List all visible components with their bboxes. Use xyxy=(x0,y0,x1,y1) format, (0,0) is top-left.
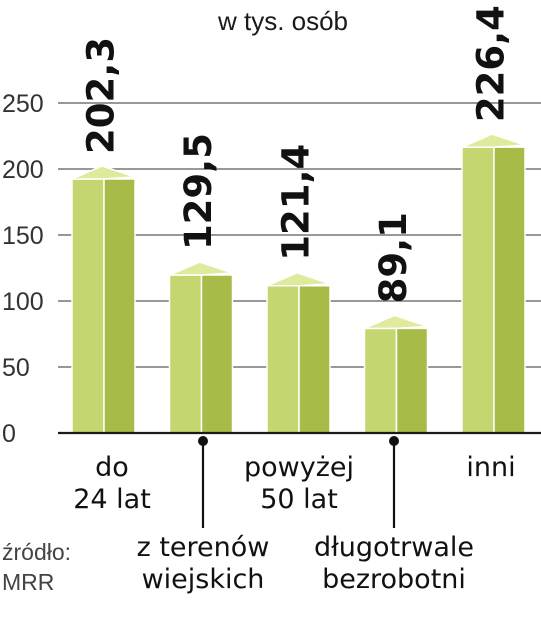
category-label: długotrwale xyxy=(314,532,474,563)
bar-side-face xyxy=(298,285,331,434)
y-axis-ticks: 0 50 100 150 200 250 xyxy=(2,90,44,448)
bar-top-face xyxy=(266,271,331,287)
bar-value-label: 129,5 xyxy=(177,133,220,250)
category-label: z terenów xyxy=(137,532,270,563)
y-tick-label: 150 xyxy=(2,222,44,250)
value-labels: 202,3 129,5 121,4 89,1 226,4 xyxy=(80,5,513,303)
category-label: 24 lat xyxy=(73,484,151,515)
category-label: powyżej xyxy=(244,452,354,483)
y-tick-label: 250 xyxy=(2,90,44,118)
bar xyxy=(71,165,136,434)
bar-front-face xyxy=(266,285,300,434)
bar xyxy=(363,314,429,434)
label-leaders xyxy=(198,436,399,528)
category-label: wiejskich xyxy=(142,564,265,595)
y-tick-label: 200 xyxy=(2,156,44,184)
bar-top-face xyxy=(169,261,233,276)
bars xyxy=(71,133,526,434)
bar-value-label: 89,1 xyxy=(372,212,415,303)
y-tick-label: 100 xyxy=(2,288,44,316)
bar-front-face xyxy=(363,327,398,434)
bar-side-face xyxy=(493,146,526,434)
bar-side-face xyxy=(395,327,429,434)
bar xyxy=(461,133,526,434)
bar-top-face xyxy=(364,314,428,330)
category-label: do xyxy=(95,452,129,483)
bar-front-face xyxy=(168,274,203,434)
category-label: bezrobotni xyxy=(322,564,466,595)
grid-lines xyxy=(58,102,541,368)
bar-top-face xyxy=(71,165,136,180)
category-label: inni xyxy=(466,452,515,483)
y-tick-label: 0 xyxy=(2,420,16,448)
source-label: źródło: xyxy=(2,539,71,565)
bar-front-face xyxy=(71,178,105,434)
bar xyxy=(168,261,234,434)
bar-front-face xyxy=(461,146,495,434)
bar-value-label: 226,4 xyxy=(470,5,513,122)
bar-side-face xyxy=(200,274,234,434)
chart-subtitle: w tys. osób xyxy=(217,6,348,36)
bar-value-label: 121,4 xyxy=(275,144,318,261)
bar-side-face xyxy=(103,178,136,434)
y-tick-label: 50 xyxy=(2,354,30,382)
category-label: 50 lat xyxy=(260,484,338,515)
source-name: MRR xyxy=(2,569,54,595)
bar xyxy=(266,271,331,434)
bar-top-face xyxy=(461,133,526,148)
bar-value-label: 202,3 xyxy=(80,37,123,154)
